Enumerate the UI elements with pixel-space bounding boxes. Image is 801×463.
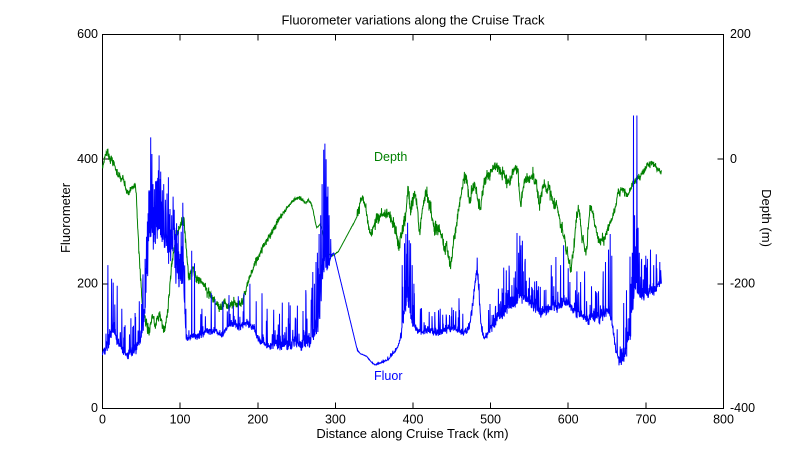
- svg-text:300: 300: [325, 413, 346, 427]
- svg-text:-200: -200: [730, 276, 755, 290]
- svg-text:-400: -400: [730, 401, 755, 415]
- svg-text:0: 0: [91, 401, 98, 415]
- svg-text:400: 400: [403, 413, 424, 427]
- svg-text:0: 0: [99, 413, 106, 427]
- svg-text:0: 0: [730, 152, 737, 166]
- svg-text:200: 200: [77, 276, 98, 290]
- svg-text:500: 500: [480, 413, 501, 427]
- svg-text:100: 100: [170, 413, 191, 427]
- svg-text:Fluor: Fluor: [374, 369, 402, 383]
- svg-text:Fluorometer: Fluorometer: [58, 182, 73, 253]
- svg-text:700: 700: [635, 413, 656, 427]
- svg-text:600: 600: [558, 413, 579, 427]
- svg-text:400: 400: [77, 152, 98, 166]
- svg-text:600: 600: [77, 27, 98, 41]
- svg-text:Depth (m): Depth (m): [759, 189, 774, 247]
- svg-text:Fluorometer variations along t: Fluorometer variations along the Cruise …: [281, 13, 545, 28]
- svg-text:Distance along Cruise Track (k: Distance along Cruise Track (km): [316, 426, 508, 441]
- svg-text:200: 200: [247, 413, 268, 427]
- svg-text:200: 200: [730, 27, 751, 41]
- svg-text:Depth: Depth: [374, 150, 407, 164]
- svg-text:800: 800: [713, 413, 734, 427]
